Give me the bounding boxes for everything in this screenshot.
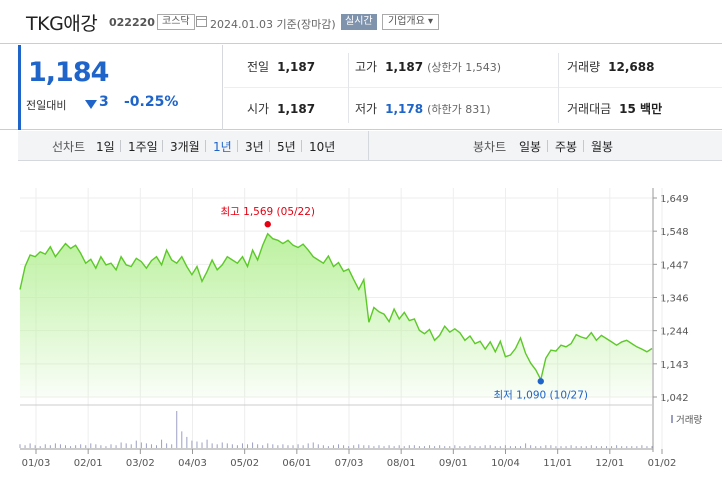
x-tick-label: 12/01: [595, 458, 624, 469]
calendar-icon: [196, 16, 207, 27]
change-value: 3: [99, 94, 109, 110]
upper-limit: (상한가 1,543): [427, 61, 501, 74]
low-value: 1,178: [385, 102, 424, 116]
stock-code: 022220: [109, 16, 155, 29]
period-separator: [301, 140, 302, 152]
x-tick-label: 03/02: [126, 458, 155, 469]
high-label: 고가: [355, 60, 378, 74]
amount-label: 거래대금: [567, 102, 612, 116]
y-tick-label: 1,346: [660, 294, 689, 305]
price-box: 1,184 전일대비 3 -0.25%: [18, 45, 223, 130]
period-5y[interactable]: 5년: [277, 140, 296, 154]
candle-chart-label: 봉차트: [473, 140, 507, 154]
open-label: 시가: [247, 102, 270, 116]
period-selector: 선차트 1일 1주일 3개월 1년 3년 5년 10년 봉차트 일봉 주봉 월봉: [18, 131, 722, 161]
y-tick-label: 1,447: [660, 260, 689, 271]
quote-divider: [224, 87, 722, 88]
change-percent: -0.25%: [124, 94, 179, 110]
lower-limit: (하한가 831): [427, 103, 491, 116]
period-10y[interactable]: 10년: [309, 140, 336, 154]
y-tick-label: 1,548: [660, 227, 689, 238]
prev-close-label: 전일: [247, 60, 270, 74]
high-marker: [264, 221, 271, 228]
change-label: 전일대비: [26, 99, 67, 112]
x-tick-label: 06/01: [282, 458, 311, 469]
x-tick-label: 01/02: [648, 458, 677, 469]
period-bar-divider: [368, 131, 369, 161]
y-tick-label: 1,244: [660, 327, 689, 338]
amount-cell: 거래대금 15 백만: [567, 100, 662, 117]
quote-column-divider: [348, 53, 349, 123]
period-1w[interactable]: 1주일: [128, 140, 158, 154]
realtime-button[interactable]: 실시간: [341, 14, 377, 30]
period-separator: [120, 140, 121, 152]
down-arrow-icon: [85, 100, 97, 109]
base-date: 2024.01.03 기준(장마감): [210, 18, 336, 31]
stock-name: TKG애강: [26, 13, 98, 35]
price-chart[interactable]: 1,649 1,548 1,447 1,346 1,244 1,143 1,042 01/03…: [0, 162, 722, 489]
quote-column-divider: [558, 53, 559, 123]
x-tick-label: 09/01: [439, 458, 468, 469]
open-cell: 시가 1,187: [247, 100, 315, 117]
open-value: 1,187: [277, 102, 316, 116]
period-separator: [547, 140, 548, 152]
low-label: 저가: [355, 102, 378, 116]
amount-value: 15 백만: [619, 102, 663, 116]
period-1y[interactable]: 1년: [213, 140, 232, 154]
period-separator: [269, 140, 270, 152]
period-separator: [583, 140, 584, 152]
period-separator: [162, 140, 163, 152]
volume-legend-swatch: [671, 415, 673, 423]
y-tick-label: 1,143: [660, 360, 689, 371]
period-3y[interactable]: 3년: [245, 140, 264, 154]
x-tick-label: 01/03: [22, 458, 51, 469]
x-tick-label: 10/04: [491, 458, 520, 469]
period-1d[interactable]: 1일: [96, 140, 115, 154]
line-chart-label: 선차트: [52, 140, 86, 154]
high-annotation: 최고 1,569 (05/22): [220, 206, 315, 218]
title-bar: TKG애강 022220 코스닥 2024.01.03 기준(장마감) 실시간 …: [0, 0, 722, 44]
market-badge: 코스닥: [157, 14, 195, 30]
volume-label: 거래량: [567, 60, 601, 74]
x-tick-label: 07/03: [335, 458, 364, 469]
candle-weekly[interactable]: 주봉: [555, 140, 578, 154]
quote-panel: 1,184 전일대비 3 -0.25% 전일 1,187 고가 1,187 (상한가 …: [0, 45, 722, 130]
candle-monthly[interactable]: 월봉: [591, 140, 614, 154]
low-cell: 저가 1,178 (하한가 831): [355, 100, 491, 117]
prev-close-cell: 전일 1,187: [247, 58, 315, 75]
x-tick-label: 02/01: [74, 458, 103, 469]
current-price: 1,184: [28, 57, 109, 88]
x-tick-label: 11/01: [543, 458, 572, 469]
high-cell: 고가 1,187 (상한가 1,543): [355, 58, 501, 75]
low-marker: [537, 378, 544, 385]
high-value: 1,187: [385, 60, 424, 74]
period-3m[interactable]: 3개월: [170, 140, 200, 154]
price-line: [19, 232, 653, 382]
volume-value: 12,688: [608, 60, 655, 74]
price-area-fill: [20, 233, 652, 397]
period-separator: [205, 140, 206, 152]
candle-daily[interactable]: 일봉: [519, 140, 542, 154]
volume-cell: 거래량 12,688: [567, 58, 654, 75]
x-tick-label: 05/02: [230, 458, 259, 469]
y-tick-label: 1,042: [660, 393, 689, 404]
company-overview-button[interactable]: 기업개요 ▾: [382, 14, 439, 30]
volume-legend-label: 거래량: [676, 414, 702, 426]
prev-close-value: 1,187: [277, 60, 316, 74]
x-tick-label: 04/03: [178, 458, 207, 469]
x-tick-label: 08/01: [387, 458, 416, 469]
period-separator: [237, 140, 238, 152]
y-tick-label: 1,649: [660, 194, 689, 205]
low-annotation: 최저 1,090 (10/27): [494, 389, 589, 401]
